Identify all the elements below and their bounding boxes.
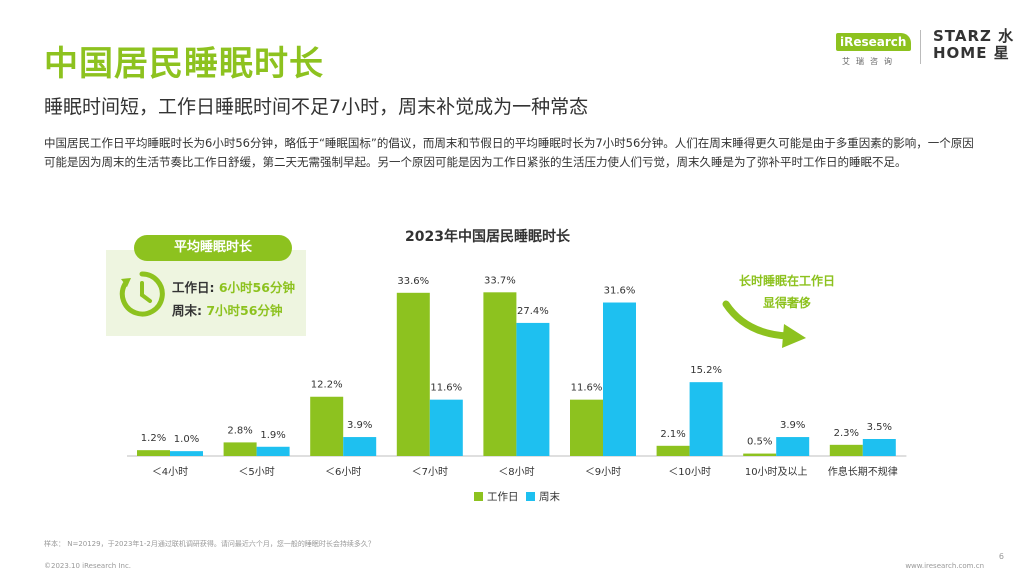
legend-label: 周末 [539,490,560,503]
callout-line2: 显得奢侈 [762,296,811,310]
bar-weekend [170,451,203,456]
bar-weekend [256,446,290,456]
weekend-average-value: 7小时56分钟 [206,303,283,318]
workday-average-value: 6小时56分钟 [218,280,295,295]
bar-data-label: 2.8% [227,425,252,436]
footnote: 样本： N=20129，于2023年1-2月通过联机调研获得。请问最近六个月，您… [44,540,375,548]
starz-logo-line1: STARZ 水 [933,27,1015,45]
page-description: 中国居民工作日平均睡眠时长为6小时56分钟，略低于“睡眠国标”的倡议，而周末和节… [44,136,974,169]
bar-data-label: 11.6% [430,383,462,394]
x-tick-label: ＜5小时 [238,466,274,478]
bar-data-label: 33.6% [397,276,429,287]
page-subtitle: 睡眠时间短，工作日睡眠时间不足7小时，周末补觉成为一种常态 [44,96,589,118]
bar-weekend [689,382,723,456]
clock-icon [119,271,165,317]
bar-weekend [862,439,896,456]
bar-weekend [776,437,810,456]
chart-title: 2023年中国居民睡眠时长 [405,229,570,245]
x-tick-label: ＜7小时 [412,466,448,478]
legend-label: 工作日 [487,491,519,503]
bar-workday [396,292,430,456]
x-tick-label: ＜6小时 [325,466,361,478]
starz-home-logo: STARZ 水 HOME 星 [933,28,1014,62]
legend-swatch-workday [474,492,483,501]
bar-data-label: 1.2% [141,433,166,444]
bar-workday [483,292,517,456]
bar-data-label: 2.1% [660,429,685,440]
copyright: ©2023.10 iResearch Inc. [44,562,132,570]
legend-swatch-weekend [526,492,535,501]
callout-arrow-icon [722,300,806,348]
bar-data-label: 27.4% [517,306,549,317]
bar-data-label: 33.7% [484,275,516,286]
page-number: 6 [998,552,1004,561]
logo-divider [920,30,921,64]
weekend-average: 周末: 7小时56分钟 [172,300,282,319]
bar-workday [137,450,170,456]
bar-workday [310,396,344,456]
x-tick-label: 作息长期不规律 [828,465,898,478]
bar-weekend [516,322,550,456]
x-tick-label: ＜9小时 [585,466,621,478]
bar-data-label: 2.3% [834,428,859,439]
bar-weekend [343,437,377,456]
workday-average-label: 工作日: [172,280,219,295]
x-tick-label: 10小时及以上 [745,466,808,478]
x-tick-label: ＜4小时 [152,466,188,478]
bar-workday [570,399,603,456]
starz-logo-line2: HOME 星 [933,44,1010,62]
bar-data-label: 3.5% [867,422,892,433]
page-title: 中国居民睡眠时长 [44,44,324,84]
bar-weekend [429,399,463,456]
bar-workday [743,453,777,456]
bar-data-label: 1.9% [260,430,285,441]
bar-data-label: 31.6% [604,286,636,297]
average-sleep-panel [106,250,306,336]
bar-data-label: 3.9% [347,420,372,431]
iresearch-logo-text: iResearch [836,33,912,51]
bar-data-label: 3.9% [780,420,805,431]
iresearch-logo: iResearch 艾瑞咨询 [836,30,918,70]
bar-workday [829,444,863,456]
iresearch-logo-cn: 艾瑞咨询 [842,57,898,66]
bar-data-label: 11.6% [571,383,603,394]
callout-line1: 长时睡眠在工作日 [738,274,835,288]
website-url: www.iresearch.com.cn [905,562,984,570]
x-tick-label: ＜10小时 [668,466,711,478]
x-tick-label: ＜8小时 [498,466,534,478]
weekend-average-label: 周末: [172,303,207,318]
callout-text: 长时睡眠在工作日 显得奢侈 [722,270,852,314]
bar-workday [223,442,257,456]
bar-data-label: 12.2% [311,380,343,391]
bar-data-label: 15.2% [690,365,722,376]
average-sleep-pill: 平均睡眠时长 [134,235,292,261]
bar-data-label: 0.5% [747,437,772,448]
bar-weekend [603,302,636,456]
bar-data-label: 1.0% [174,434,199,445]
workday-average: 工作日: 6小时56分钟 [172,277,295,296]
bar-workday [656,445,690,456]
